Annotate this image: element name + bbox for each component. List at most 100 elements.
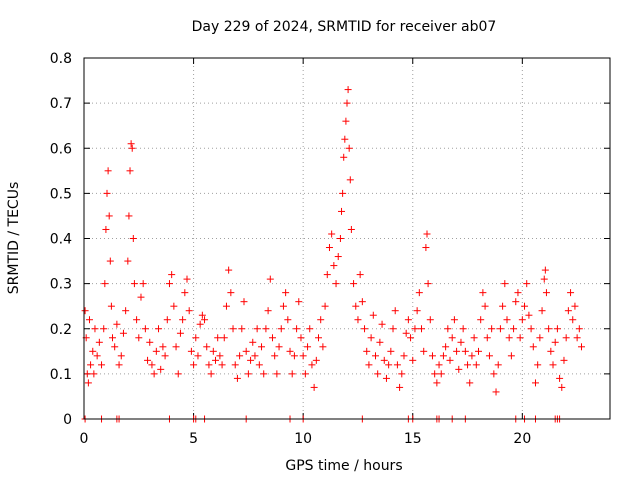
data-point: [231, 361, 239, 369]
data-point: [578, 343, 586, 351]
data-point: [113, 320, 121, 328]
data-point: [470, 334, 478, 342]
data-point: [534, 361, 542, 369]
data-point: [126, 167, 134, 175]
data-point: [431, 370, 439, 378]
data-point: [220, 334, 228, 342]
data-point: [271, 352, 279, 360]
data-point: [518, 316, 526, 324]
data-point: [344, 86, 352, 94]
data-point: [413, 307, 421, 315]
data-point: [218, 361, 226, 369]
data-point: [481, 302, 489, 310]
data-point: [106, 257, 114, 265]
y-tick-label: 0.1: [50, 367, 72, 383]
data-point: [89, 347, 97, 355]
data-point: [222, 302, 230, 310]
data-point: [288, 370, 296, 378]
data-point: [415, 289, 423, 297]
data-point: [98, 361, 106, 369]
data-point: [479, 289, 487, 297]
data-point: [139, 280, 147, 288]
data-point: [293, 325, 301, 333]
data-point: [387, 347, 395, 355]
data-point: [240, 298, 248, 306]
data-point: [304, 343, 312, 351]
data-point: [531, 379, 539, 387]
data-point: [426, 316, 434, 324]
data-point: [111, 343, 119, 351]
data-point: [455, 365, 463, 373]
data-point: [400, 352, 408, 360]
data-point: [420, 347, 428, 355]
x-tick-label: 10: [294, 431, 312, 447]
data-point: [163, 316, 171, 324]
data-point: [172, 343, 180, 351]
data-point: [450, 316, 458, 324]
data-point: [503, 316, 511, 324]
data-point: [275, 343, 283, 351]
data-point: [101, 280, 109, 288]
data-point: [238, 325, 246, 333]
data-point: [104, 167, 112, 175]
data-point: [341, 135, 349, 143]
data-point: [551, 338, 559, 346]
data-point: [290, 352, 298, 360]
data-point: [433, 379, 441, 387]
data-point: [553, 325, 561, 333]
data-point: [418, 325, 426, 333]
data-point: [536, 334, 544, 342]
data-point: [540, 275, 548, 283]
data-point: [396, 383, 404, 391]
data-point: [317, 316, 325, 324]
data-point: [538, 307, 546, 315]
data-point: [492, 388, 500, 396]
data-point: [393, 361, 401, 369]
data-point: [345, 144, 353, 152]
data-point: [179, 316, 187, 324]
data-point: [336, 235, 344, 242]
data-point: [516, 334, 524, 342]
data-point: [521, 302, 529, 310]
data-point: [407, 334, 415, 342]
data-point: [81, 307, 89, 315]
data-point: [266, 275, 274, 283]
y-tick-label: 0: [63, 412, 72, 428]
data-point: [84, 379, 92, 387]
data-point: [376, 338, 384, 346]
data-point: [409, 356, 417, 364]
data-point: [442, 343, 450, 351]
data-point: [192, 334, 200, 342]
data-point: [378, 320, 386, 328]
x-axis-label: GPS time / hours: [285, 458, 402, 474]
y-tick-label: 0.8: [50, 51, 72, 67]
data-point: [108, 334, 116, 342]
data-point: [251, 352, 259, 360]
data-point: [137, 293, 145, 301]
data-point: [196, 320, 204, 328]
data-point: [83, 370, 91, 378]
data-point: [338, 207, 346, 215]
y-tick-label: 0.6: [50, 141, 72, 157]
data-point: [107, 302, 115, 310]
data-point: [363, 347, 371, 355]
data-point: [575, 325, 583, 333]
data-point: [225, 266, 233, 274]
data-point: [339, 189, 347, 197]
data-point: [367, 334, 375, 342]
data-point: [483, 334, 491, 342]
data-point: [122, 307, 130, 315]
data-point: [229, 325, 237, 333]
data-point: [542, 289, 550, 297]
data-point: [284, 316, 292, 324]
data-point: [346, 176, 354, 184]
data-point: [325, 244, 333, 252]
y-tick-label: 0.7: [50, 96, 72, 112]
data-point: [130, 280, 138, 288]
data-point: [85, 316, 93, 324]
data-point: [183, 275, 191, 283]
data-point: [214, 334, 222, 342]
data-point: [453, 347, 461, 355]
data-point: [262, 325, 270, 333]
data-point: [102, 225, 110, 233]
